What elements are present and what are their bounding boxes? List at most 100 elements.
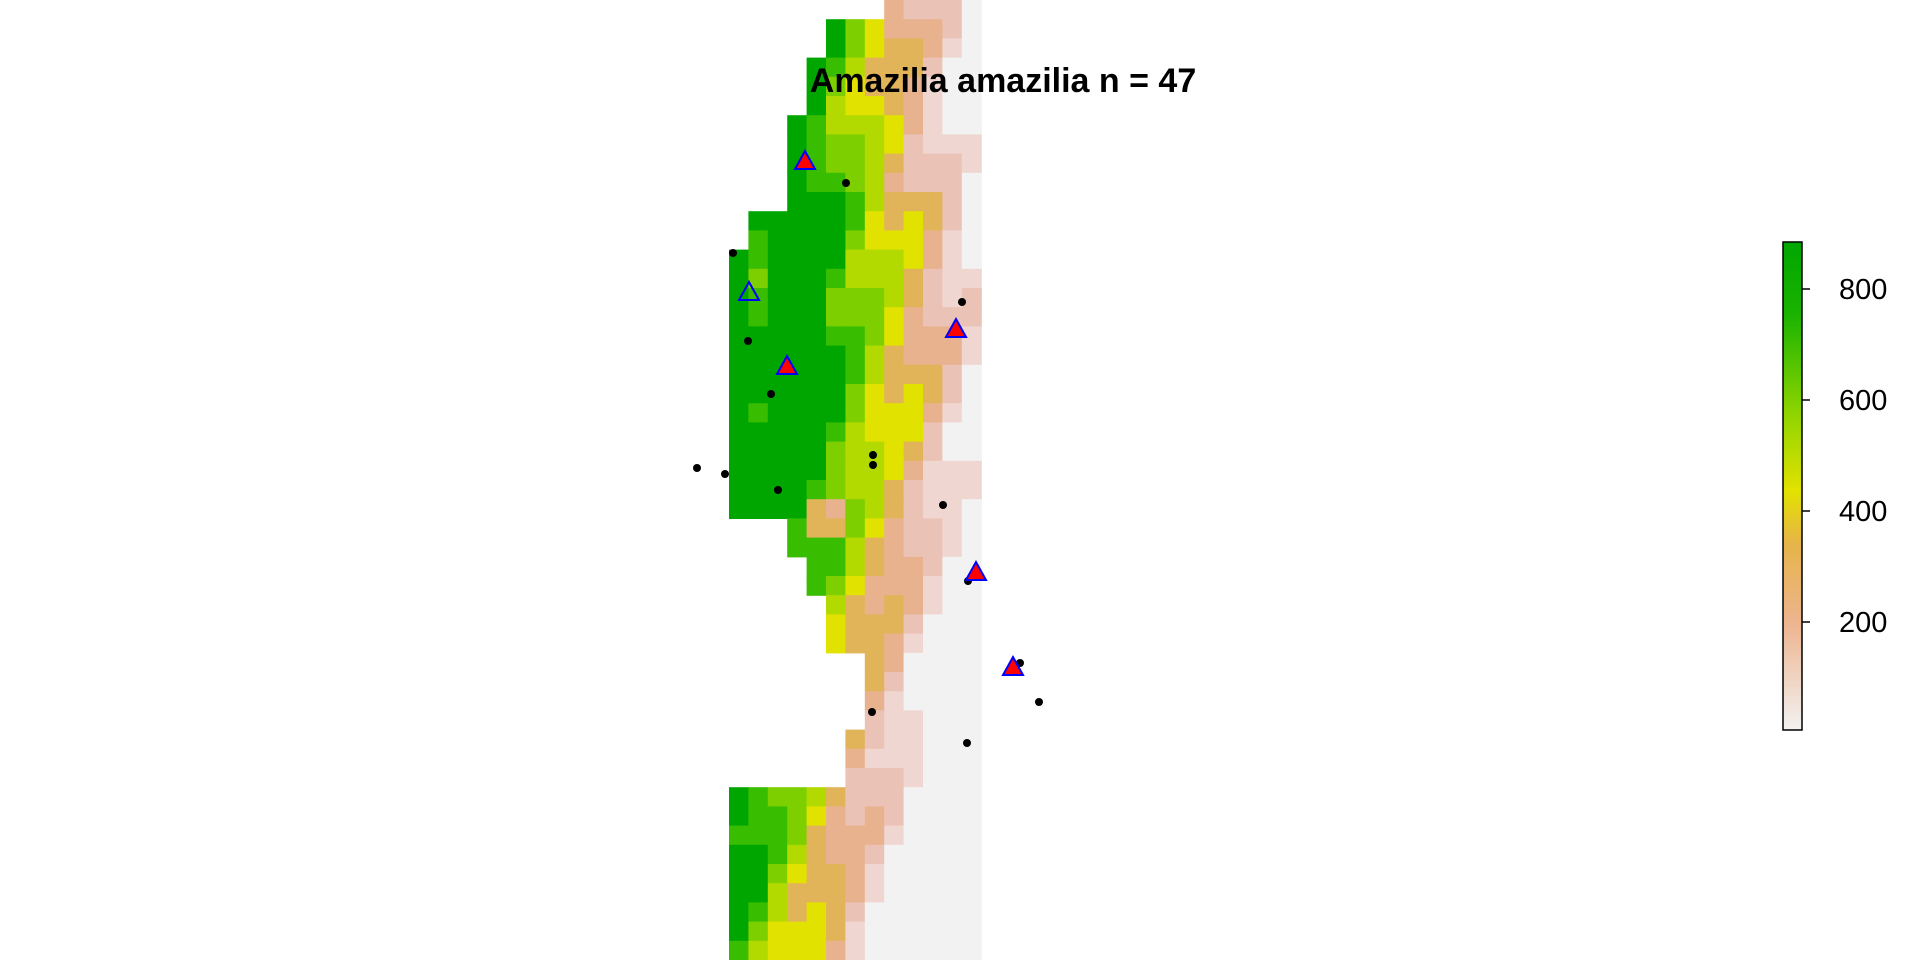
raster-cell [864,499,885,519]
raster-cell [826,230,846,251]
raster-cell [942,38,963,59]
legend-tick-label: 200 [1839,607,1887,639]
raster-cell [961,864,982,884]
legend-color-bar [1782,241,1803,731]
raster-cell [787,268,808,289]
raster-cell [845,192,866,212]
highlight-triangle [964,559,988,581]
raster-cell [767,288,788,308]
raster-cell [961,518,982,539]
raster-cell [806,921,827,942]
occurrence-point [729,249,737,257]
raster-cell [961,652,982,673]
raster-cell [884,768,905,788]
raster-cell [864,614,885,635]
raster-cell [767,230,788,251]
raster-cell [806,576,827,596]
raster-cell [903,768,924,788]
raster-cell [748,326,769,347]
raster-cell [845,768,866,788]
raster-cell [961,614,982,635]
raster-cell [884,633,905,654]
raster-cell [845,633,866,654]
raster-cell [903,864,924,884]
raster-cell [806,192,827,212]
raster-cell [845,57,866,78]
raster-cell [961,441,982,462]
raster-cell [806,480,827,500]
raster-cell [903,288,924,308]
raster-cell [942,672,963,692]
raster-cell [787,537,808,558]
raster-cell [884,748,905,769]
raster-cell [826,288,846,308]
raster-cell [845,556,866,577]
raster-cell [826,499,846,519]
highlight-triangle [1001,654,1025,676]
raster-cell [864,307,885,327]
raster-cell [767,460,788,481]
raster-cell [903,748,924,769]
raster-cell [961,422,982,443]
occurrence-point [721,470,729,478]
raster-cell [961,748,982,769]
raster-cell [748,940,769,960]
raster-cell [903,115,924,135]
highlight-triangles [737,148,1025,676]
raster-cell [748,825,769,846]
raster-cell [826,614,846,635]
raster-cell [884,115,905,135]
raster-cell [864,902,885,923]
legend-tick-label: 600 [1839,385,1887,417]
raster-cell [884,902,905,923]
raster-cell [942,230,963,251]
raster-cell [923,748,943,769]
raster-cell [884,153,905,174]
raster-cell [961,57,982,78]
raster-cell [729,307,749,327]
raster-cell [787,787,808,807]
raster-cell [826,76,846,97]
raster-cell [961,710,982,731]
raster-cell [923,902,943,923]
raster-cell [826,787,846,807]
highlight-triangle [793,148,817,170]
raster-cell [884,576,905,596]
raster-cell [729,787,749,807]
raster-cell [787,825,808,846]
raster-cell [787,864,808,884]
raster-cell [748,787,769,807]
raster-cell [884,691,905,711]
raster-cell [884,364,905,385]
raster-cell [729,460,749,481]
raster-cell [845,748,866,769]
raster-cell [942,96,963,116]
raster-cell [864,115,885,135]
raster-cell [787,806,808,827]
raster-cell [806,864,827,884]
raster-cell [845,614,866,635]
raster-cell [942,940,963,960]
raster-cell [923,153,943,174]
raster-cell [767,326,788,347]
raster-cell [806,422,827,443]
raster-cell [903,326,924,347]
raster-cell [729,441,749,462]
raster-cell [864,422,885,443]
raster-cell [903,787,924,807]
raster-cell [767,940,788,960]
raster-cell [942,518,963,539]
raster-cell [748,364,769,385]
raster-cell [845,844,866,865]
raster-cell [961,902,982,923]
raster-cell [845,288,866,308]
raster-cell [806,518,827,539]
raster-cell [942,345,963,366]
raster-cell [845,825,866,846]
raster-cell [961,825,982,846]
occurrence-point [869,451,877,459]
raster-cell [942,288,963,308]
raster-cell [845,115,866,135]
occurrence-point [1035,698,1043,706]
raster-cell [942,76,963,97]
